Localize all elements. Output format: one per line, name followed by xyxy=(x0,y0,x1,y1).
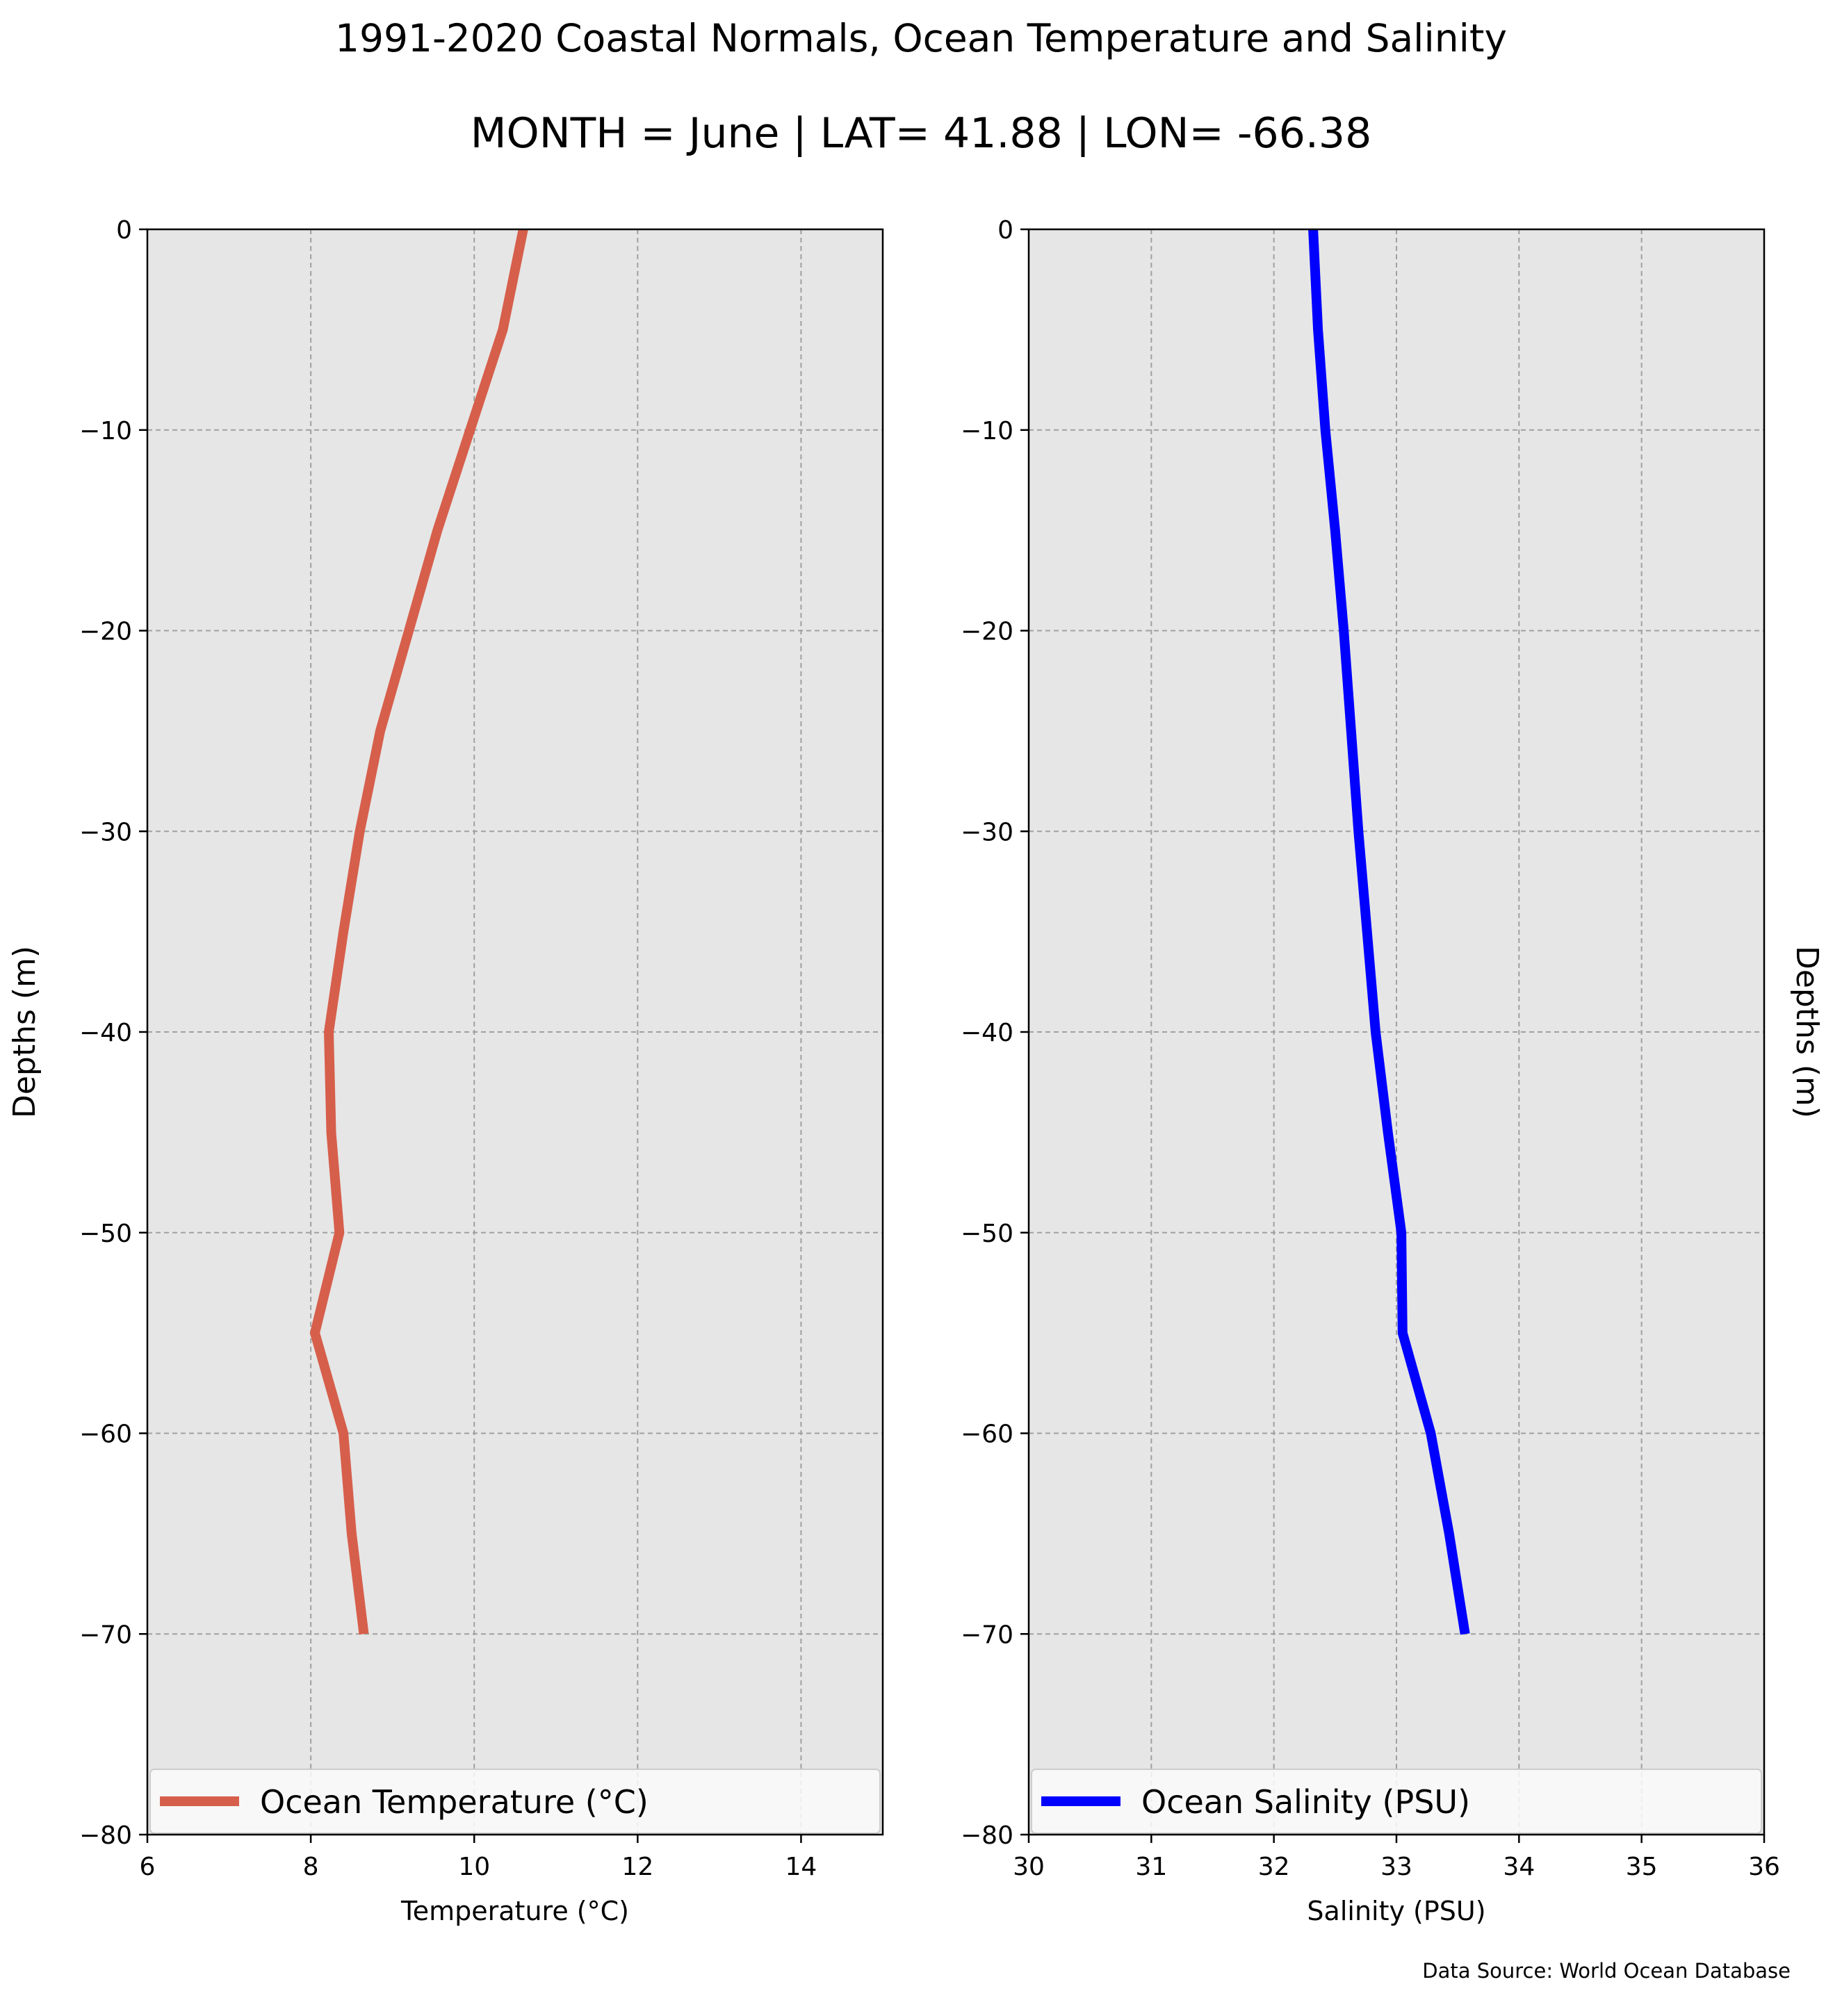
y-tick-label: −30 xyxy=(961,818,1013,846)
series-line-0 xyxy=(1308,229,1470,1635)
y-tick-label: −80 xyxy=(961,1821,1013,1850)
x-axis-label: Salinity (PSU) xyxy=(1307,1896,1485,1926)
x-tick-label: 35 xyxy=(1626,1853,1658,1881)
x-tick-label: 14 xyxy=(785,1853,817,1881)
y-tick-label: −50 xyxy=(961,1220,1013,1248)
y-tick-label: −70 xyxy=(79,1621,132,1649)
y-tick-label: 0 xyxy=(116,216,132,245)
legend-box xyxy=(149,1769,881,1834)
y-tick-label: −70 xyxy=(961,1621,1013,1649)
y-tick-label: 0 xyxy=(997,216,1013,245)
x-tick-label: 12 xyxy=(621,1853,653,1881)
x-axis-label: Temperature (°C) xyxy=(400,1896,629,1926)
y-tick-label: −10 xyxy=(961,417,1013,445)
y-tick-label: −40 xyxy=(961,1019,1013,1047)
y-axis-label: Depths (m) xyxy=(7,946,42,1118)
y-tick-label: −30 xyxy=(79,818,132,846)
legend-label: Ocean Salinity (PSU) xyxy=(1141,1783,1470,1821)
y-tick-label: −50 xyxy=(79,1220,132,1248)
x-tick-label: 6 xyxy=(140,1853,156,1881)
chart-subtitle: MONTH = June | LAT= 41.88 | LON= -66.38 xyxy=(470,109,1372,158)
y-tick-label: −40 xyxy=(79,1019,132,1047)
x-tick-label: 31 xyxy=(1135,1853,1167,1881)
legend-box xyxy=(1031,1769,1762,1834)
legend-label: Ocean Temperature (°C) xyxy=(260,1783,649,1821)
y-tick-label: −60 xyxy=(79,1420,132,1449)
x-tick-label: 36 xyxy=(1748,1853,1780,1881)
y-tick-label: −20 xyxy=(961,618,1013,646)
y-tick-label: −20 xyxy=(79,618,132,646)
data-source-note: Data Source: World Ocean Database xyxy=(1422,1959,1791,1983)
x-tick-label: 10 xyxy=(458,1853,490,1881)
salinity-panel: Ocean Salinity (PSU) 30 31 32 33 34 35 36 0 −10 −2… xyxy=(961,216,1825,1926)
temperature-panel: Ocean Temperature (°C) 6 8 10 12 14 0 −10 −20 −30… xyxy=(7,216,884,1926)
y-tick-label: −10 xyxy=(79,417,132,445)
y-axis-label: Depths (m) xyxy=(1789,946,1825,1118)
x-tick-label: 33 xyxy=(1380,1853,1412,1881)
y-tick-label: −80 xyxy=(79,1821,132,1850)
x-tick-label: 34 xyxy=(1503,1853,1535,1881)
y-tick-label: −60 xyxy=(961,1420,1013,1449)
x-tick-label: 32 xyxy=(1258,1853,1290,1881)
chart-title: 1991-2020 Coastal Normals, Ocean Tempera… xyxy=(334,16,1507,60)
series-line-0 xyxy=(309,228,528,1635)
x-tick-label: 30 xyxy=(1013,1853,1045,1881)
x-tick-label: 8 xyxy=(303,1853,319,1881)
